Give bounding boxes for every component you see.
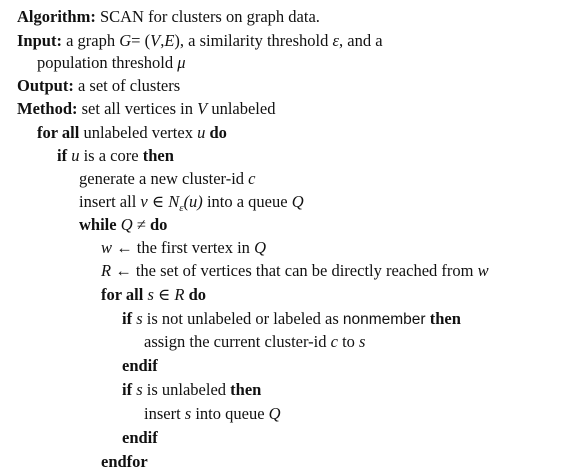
w-arrow: ←	[116, 238, 133, 257]
if-then: then	[142, 146, 174, 165]
forall2-keyword: for all	[101, 285, 144, 304]
nonmember-label: nonmember	[342, 311, 426, 328]
R-arrow: ←	[115, 261, 132, 280]
assign-to: to	[342, 332, 355, 351]
assign-text: assign the current cluster-id	[144, 332, 327, 351]
while-keyword: while	[79, 215, 117, 234]
graph-edges: E	[164, 31, 175, 50]
endfor-keyword: endfor	[101, 452, 148, 471]
forall2-s: s	[147, 285, 154, 304]
method-line: Method: set all vertices in V unlabeled	[17, 98, 275, 120]
algorithm-line: Algorithm: SCAN for clusters on graph da…	[17, 6, 320, 28]
insert2-Q: Q	[268, 404, 281, 423]
graph-comma: ,	[160, 31, 165, 50]
if3-then: then	[230, 380, 262, 399]
while-Q: Q	[120, 215, 133, 234]
forall-line: for all unlabeled vertex u do	[37, 122, 227, 144]
assign-c: c	[330, 332, 338, 351]
R-w: w	[477, 261, 489, 280]
insert2-s: s	[184, 404, 192, 423]
R-assign-line: R ← the set of vertices that can be dire…	[101, 260, 489, 282]
insert-s-line: insert s into queue Q	[144, 403, 281, 425]
if3-s: s	[136, 380, 143, 399]
method-text-after: unlabeled	[211, 99, 276, 118]
input-text-after: a similarity threshold	[188, 31, 329, 50]
if-keyword: if	[57, 146, 68, 165]
insert-queue: into a queue	[206, 192, 288, 211]
w-Q: Q	[254, 238, 266, 257]
insert2-queue: into queue	[195, 404, 265, 423]
forall2-in: ∈	[158, 285, 171, 304]
if-unlabeled-line: if s is unlabeled then	[122, 379, 261, 401]
while-neq: ≠	[136, 215, 146, 234]
graph-symbol: G	[119, 31, 132, 50]
output-text: a set of clusters	[77, 76, 181, 95]
insert2-text: insert	[144, 404, 181, 423]
input-text-and: , and a	[339, 31, 383, 50]
endfor-line: endfor	[101, 451, 148, 473]
method-text-before: set all vertices in	[81, 99, 193, 118]
assign-s: s	[359, 332, 366, 351]
forall2-R: R	[174, 285, 185, 304]
assign-line: assign the current cluster-id c to s	[144, 331, 365, 353]
insert-u: (u)	[183, 192, 203, 211]
if-text: is a core	[83, 146, 139, 165]
insert-text: insert all	[79, 192, 137, 211]
insert-Q: Q	[291, 192, 304, 211]
R-var: R	[101, 261, 112, 280]
if2-text: is not unlabeled or labeled as	[146, 309, 339, 328]
graph-close: ),	[174, 31, 185, 50]
mu-symbol: μ	[177, 53, 186, 72]
method-V: V	[197, 99, 208, 118]
w-assign-line: w ← the first vertex in Q	[101, 237, 266, 259]
if-core-line: if u is a core then	[57, 145, 174, 167]
if3-keyword: if	[122, 380, 133, 399]
insert-N: N	[168, 192, 180, 211]
insert-in: ∈	[151, 192, 165, 211]
generate-text: generate a new cluster-id	[79, 169, 245, 188]
output-label: Output:	[17, 76, 74, 95]
output-line: Output: a set of clusters	[17, 75, 180, 97]
while-line: while Q ≠ do	[79, 214, 167, 236]
if-nonmember-line: if s is not unlabeled or labeled as nonm…	[122, 308, 461, 331]
endif2-line: endif	[122, 427, 158, 449]
endif2-keyword: endif	[122, 428, 158, 447]
insert-v: v	[140, 192, 148, 211]
endif1-keyword: endif	[122, 356, 158, 375]
graph-vertices: V	[150, 31, 161, 50]
insert-all-line: insert all v ∈ Nε(u) into a queue Q	[79, 191, 304, 215]
algorithm-label: Algorithm:	[17, 7, 96, 26]
forall-text: unlabeled vertex	[83, 123, 193, 142]
graph-eq: = (	[131, 31, 151, 50]
insert-eps: ε	[179, 202, 184, 214]
input-label: Input:	[17, 31, 62, 50]
input-continuation: population threshold μ	[37, 52, 186, 74]
input-cont-text: population threshold	[37, 53, 174, 72]
w-var: w	[101, 238, 113, 257]
if2-s: s	[136, 309, 143, 328]
forall-keyword: for all	[37, 123, 80, 142]
endif1-line: endif	[122, 355, 158, 377]
input-text-before: a graph	[66, 31, 116, 50]
if3-text: is unlabeled	[146, 380, 227, 399]
if-u: u	[71, 146, 80, 165]
forall-do: do	[209, 123, 227, 142]
if2-keyword: if	[122, 309, 133, 328]
R-text: the set of vertices that can be directly…	[135, 261, 474, 280]
forall2-line: for all s ∈ R do	[101, 284, 206, 306]
method-label: Method:	[17, 99, 78, 118]
forall-u: u	[197, 123, 206, 142]
forall2-do: do	[188, 285, 206, 304]
generate-c: c	[248, 169, 256, 188]
while-do: do	[149, 215, 168, 234]
input-line: Input: a graph G= (V,E), a similarity th…	[17, 30, 383, 52]
epsilon-symbol: ε	[332, 31, 340, 50]
if2-then: then	[429, 309, 461, 328]
algorithm-title: SCAN for clusters on graph data.	[99, 7, 320, 26]
w-text: the first vertex in	[136, 238, 250, 257]
generate-line: generate a new cluster-id c	[79, 168, 256, 190]
